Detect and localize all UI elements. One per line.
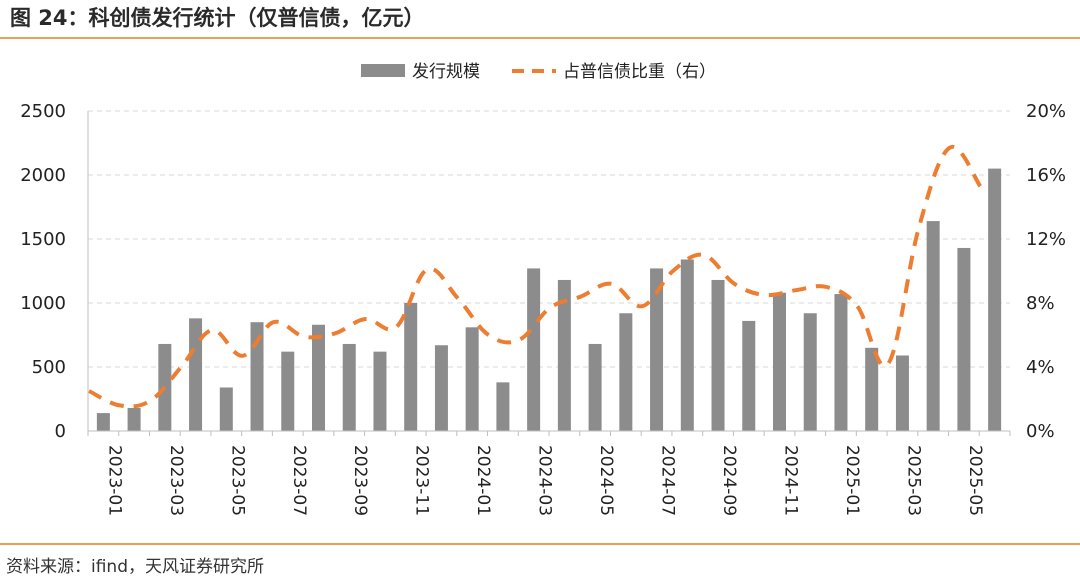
y-left-tick-label: 2000 xyxy=(20,165,66,186)
x-tick-label: 2023-03 xyxy=(166,445,186,516)
x-tick-label: 2023-05 xyxy=(227,445,247,516)
bar xyxy=(250,322,264,431)
legend-swatch-bar xyxy=(361,64,405,77)
x-tick-label: 2024-05 xyxy=(596,445,616,516)
bar xyxy=(96,413,110,431)
bar xyxy=(773,292,786,431)
bar xyxy=(680,259,694,431)
y-right-tick-label: 16% xyxy=(1026,165,1066,186)
bar xyxy=(742,320,756,431)
bar xyxy=(127,407,141,431)
x-tick-label: 2023-01 xyxy=(104,445,124,516)
grid-lines xyxy=(88,110,1010,368)
chart: 0 500 1000 1500 2000 2500 0% 4% 8% 12% 16% 20% 2023-… xyxy=(20,62,1066,516)
axes: 0 500 1000 1500 2000 2500 0% 4% 8% 12% 16% 20% 2023-… xyxy=(20,101,1066,516)
bar xyxy=(219,387,233,431)
y-left-tick-label: 1000 xyxy=(20,293,66,314)
x-tick-label: 2025-05 xyxy=(965,445,985,516)
x-tick-label: 2024-11 xyxy=(781,445,801,516)
bar xyxy=(588,343,602,431)
y-right-tick-label: 8% xyxy=(1026,293,1055,314)
y-right-tick-label: 20% xyxy=(1026,101,1066,122)
bar xyxy=(527,268,541,431)
bar xyxy=(988,168,1002,431)
bar xyxy=(496,382,510,431)
x-tick-label: 2024-01 xyxy=(473,445,493,516)
x-tick-label: 2024-09 xyxy=(719,445,739,516)
bar xyxy=(312,324,325,431)
bar xyxy=(711,279,725,431)
x-tick-label: 2025-03 xyxy=(903,445,923,516)
bar xyxy=(619,313,633,431)
line-series-path xyxy=(88,145,982,409)
bar xyxy=(281,351,295,431)
bar xyxy=(189,318,203,431)
bar xyxy=(865,347,879,431)
bar xyxy=(465,327,479,431)
x-tick-label: 2023-07 xyxy=(289,445,309,516)
bar xyxy=(373,351,387,431)
bar-series xyxy=(96,168,1002,431)
top-divider xyxy=(0,37,1080,39)
y-right-tick-label: 0% xyxy=(1026,421,1055,442)
bar xyxy=(404,303,418,431)
y-left-tick-label: 1500 xyxy=(20,229,66,250)
bar xyxy=(650,268,664,431)
source-note: 资料来源：ifind，天风证券研究所 xyxy=(6,557,264,577)
y-right-tick-label: 12% xyxy=(1026,229,1066,250)
x-tick-label: 2025-01 xyxy=(842,445,862,516)
bottom-divider xyxy=(0,543,1080,545)
bar xyxy=(803,313,817,431)
x-tick-label: 2024-03 xyxy=(535,445,555,516)
y-left-tick-label: 0 xyxy=(55,421,66,442)
bar xyxy=(895,355,909,431)
bar xyxy=(342,343,356,431)
legend: 发行规模 占普信债比重（右） xyxy=(361,62,716,82)
line-series xyxy=(88,145,982,409)
y-right-tick-label: 4% xyxy=(1026,357,1055,378)
legend-label-line: 占普信债比重（右） xyxy=(563,62,716,82)
bar xyxy=(926,221,940,431)
x-tick-label: 2023-11 xyxy=(412,445,432,516)
bar xyxy=(434,345,448,431)
x-tick-label: 2024-07 xyxy=(658,445,678,516)
x-tick-label: 2023-09 xyxy=(350,445,370,516)
chart-title: 图 24：科创债发行统计（仅普信债，亿元） xyxy=(10,6,425,30)
bar xyxy=(557,279,571,431)
y-left-tick-label: 500 xyxy=(32,357,66,378)
y-left-tick-label: 2500 xyxy=(20,101,66,122)
bar xyxy=(834,294,848,431)
bar xyxy=(957,247,971,431)
legend-label-bar: 发行规模 xyxy=(412,62,480,82)
